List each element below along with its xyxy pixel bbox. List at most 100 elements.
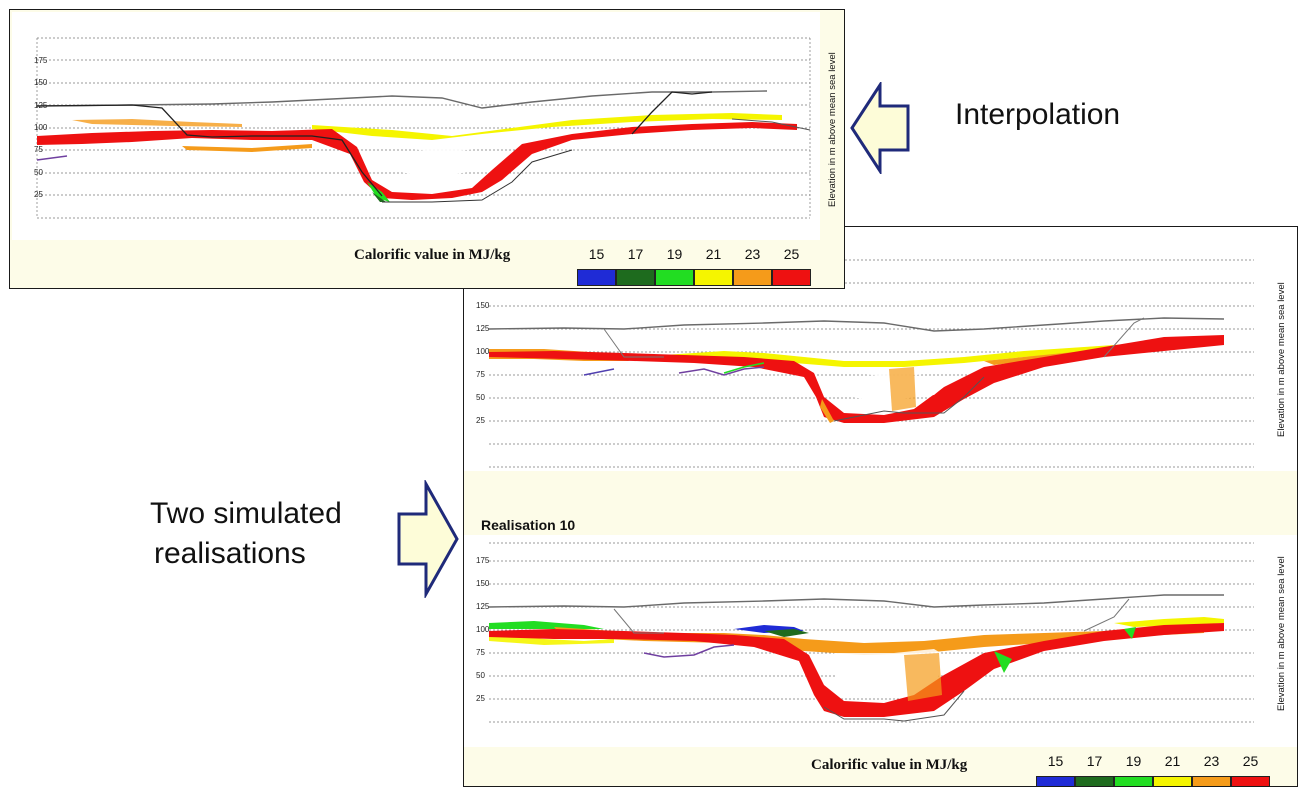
outline-lower [833,376,985,422]
inner-gap [382,152,502,176]
legend-swatch [772,269,811,286]
boundary-line [603,328,664,358]
legend-swatch [733,269,772,286]
right-grey [1103,317,1145,358]
y-tick-100: 100 [476,347,490,356]
y-tick-25: 25 [476,694,485,703]
layer-21-band [489,633,614,645]
y-tick-75: 75 [476,370,485,379]
y-tick-25: 25 [476,416,485,425]
layer-17-band [764,629,809,637]
boundary-line [613,608,664,634]
legend-entry-19: 19 [655,246,694,286]
y-tick-175: 175 [34,56,48,65]
legend-swatch [616,269,655,286]
realisation-b-section-svg [488,542,1254,723]
y-tick-125: 125 [476,324,490,333]
boundary-line [36,104,383,197]
y-tick-150: 150 [476,301,490,310]
realisation-a-section-svg [488,259,1254,468]
orange-patch [820,399,834,423]
legend: 15 17 19 21 23 25 [577,246,811,286]
realisation-a-plot: 150 125 100 75 50 25 [464,227,1297,471]
y-tick-100: 100 [476,625,490,634]
realisation-b-y-ticks: 175 150 125 100 75 50 25 [476,535,496,747]
layer-19-band [489,621,604,629]
inner-gap-2 [392,142,492,152]
layer-21-band [664,339,1204,367]
layer-23-band [72,119,242,127]
layer-19-spike [1124,627,1136,639]
legend-entry-23: 23 [733,246,772,286]
surface-line [36,90,768,109]
boundary-line-2 [631,91,713,135]
right-grey [1083,598,1130,632]
left-arrow-icon [850,82,910,174]
y-tick-150: 150 [34,78,48,87]
layer-21-band [312,113,782,140]
purple-line [36,155,68,161]
layer-19-dip [994,651,1012,673]
legend-entry-25: 25 [1231,753,1270,786]
layer-25-band [489,335,1224,423]
realisation-b-y-label: Elevation in m above mean sea level [1276,556,1287,711]
legend-entry-19: 19 [1114,753,1153,786]
simulated-callout-line1: Two simulated [150,497,342,530]
layer-23-edge [182,144,312,152]
interpolation-plot: 175 150 125 100 75 50 25 [12,12,838,240]
legend-swatch [1153,776,1192,786]
surface-line [488,594,1224,608]
legend-entry-23: 23 [1192,753,1231,786]
interpolation-y-label: Elevation in m above mean sea level [827,52,838,207]
realisation-a-y-label: Elevation in m above mean sea level [1276,282,1287,437]
orange-patch-2 [889,367,916,411]
purple-line [643,644,735,658]
legend-swatch [577,269,616,286]
legend-swatch [1114,776,1153,786]
outline-lower [823,690,965,722]
legend-title-bottom: Calorific value in MJ/kg [811,757,968,773]
surface-line [488,317,1225,332]
y-tick-100: 100 [34,123,48,132]
legend-swatch [1192,776,1231,786]
blue-green-line [678,366,765,376]
legend-bottom: 15 17 19 21 23 25 [1036,753,1270,786]
legend-swatch [655,269,694,286]
y-tick-50: 50 [34,168,43,177]
interpolation-panel: 175 150 125 100 75 50 25 [9,9,845,289]
green-line [723,362,765,374]
legend-entry-17: 17 [616,246,655,286]
outline-lower [382,149,573,203]
realisation-a-y-ticks: 150 125 100 75 50 25 [476,227,496,471]
interpolation-callout: Interpolation [955,98,1121,131]
right-arrow-icon [397,480,459,598]
y-tick-50: 50 [476,393,485,402]
right-grey [731,118,811,131]
y-tick-150: 150 [476,579,490,588]
legend-swatch [694,269,733,286]
purple-line [583,368,615,376]
legend-entry-25: 25 [772,246,811,286]
interpolation-section-svg [36,37,811,219]
y-tick-50: 50 [476,671,485,680]
legend-entry-21: 21 [694,246,733,286]
legend-entry-17: 17 [1075,753,1114,786]
legend-entry-15: 15 [577,246,616,286]
legend-entry-21: 21 [1153,753,1192,786]
simulated-callout-line2: realisations [154,537,306,570]
y-tick-75: 75 [476,648,485,657]
y-tick-175: 175 [476,556,490,565]
y-tick-25: 25 [34,190,43,199]
legend-swatch [1036,776,1075,786]
legend-swatch [1231,776,1270,786]
realisations-panel: 150 125 100 75 50 25 [463,226,1298,787]
realisation-title: Realisation 10 [481,517,576,533]
y-tick-75: 75 [34,145,43,154]
realisation-b-plot: 175 150 125 100 75 50 25 [464,535,1297,747]
legend-title: Calorific value in MJ/kg [354,247,511,263]
orange-patch [904,653,942,701]
layer-23-band [554,627,1204,655]
layer-17-pocket [372,192,386,202]
legend-entry-15: 15 [1036,753,1075,786]
y-tick-125: 125 [476,602,490,611]
